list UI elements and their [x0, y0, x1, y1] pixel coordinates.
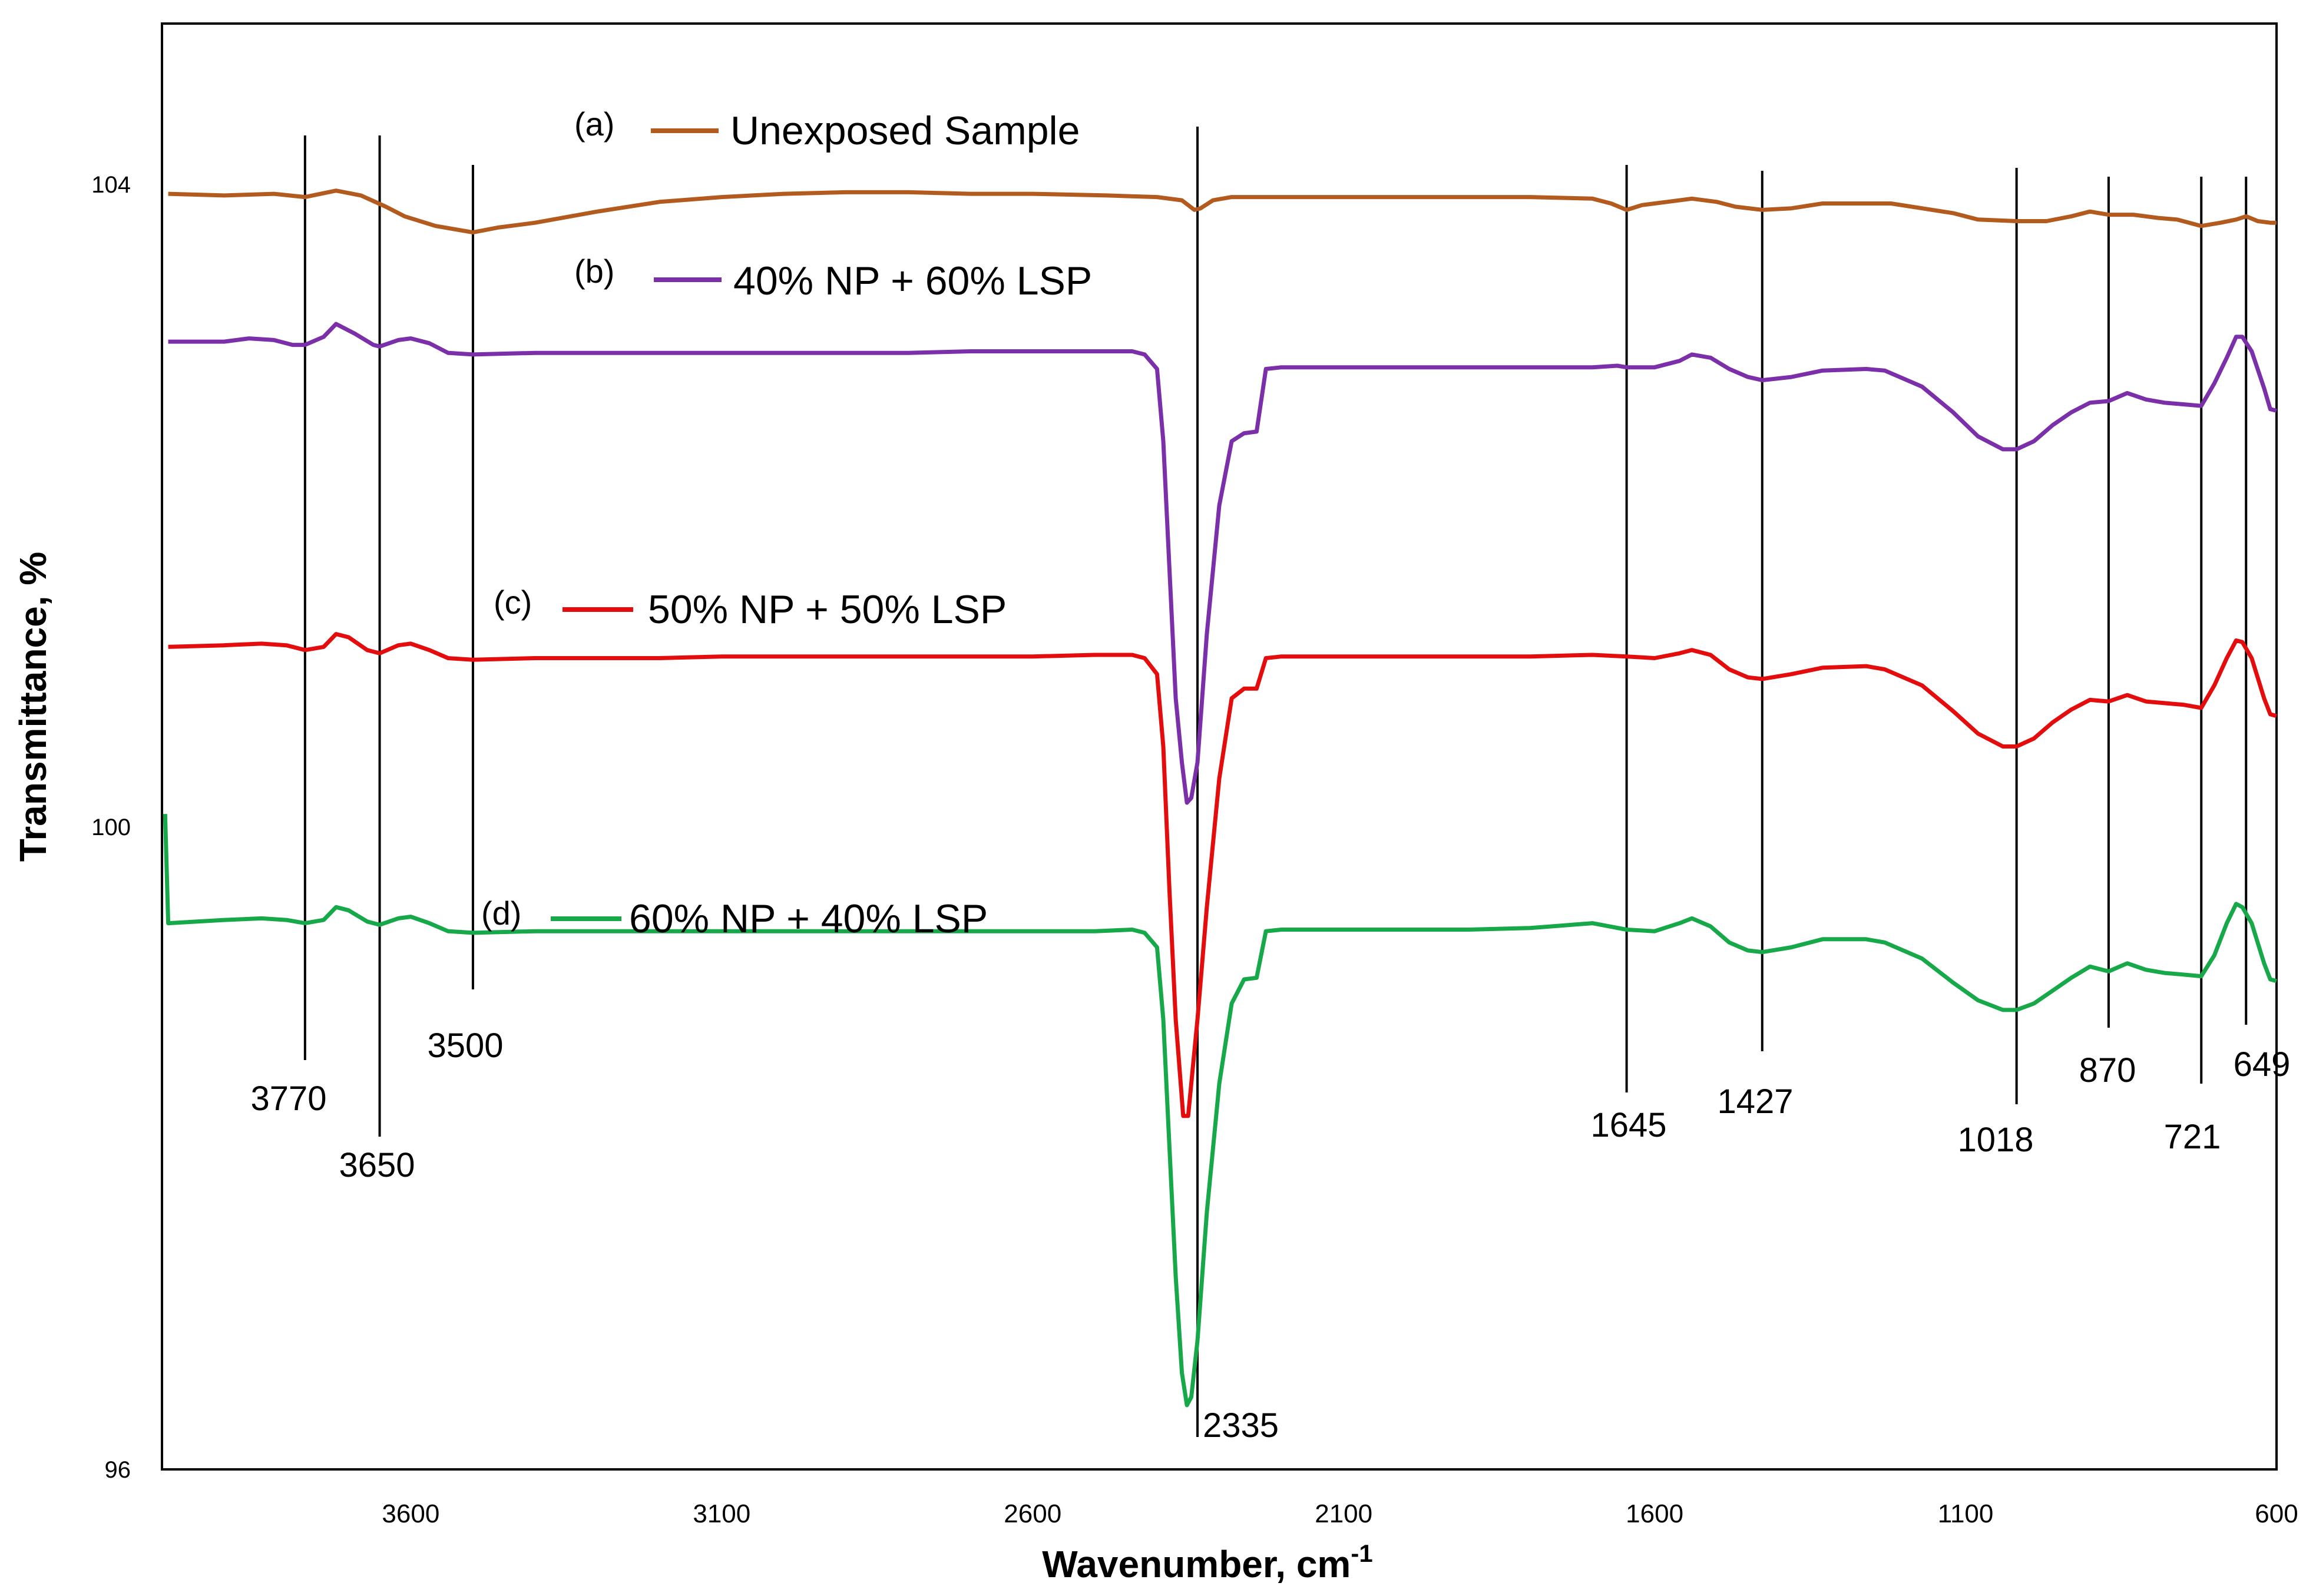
series-line	[168, 322, 2277, 805]
legend-label: 60% NP + 40% LSP	[629, 896, 988, 941]
x-tick-label: 2100	[1315, 1499, 1372, 1528]
peak-label: 870	[2079, 1051, 2136, 1090]
peak-labels: 3770 3650 3500 2335 1645 1427 1018 870 721 649	[250, 1027, 2290, 1445]
x-tick-label: 1100	[1938, 1499, 1994, 1528]
series-line	[168, 632, 2277, 1118]
legend-series-id: (a)	[574, 105, 614, 143]
y-tick-label: 96	[105, 1457, 131, 1483]
y-axis-title: Transmittance, %	[12, 552, 54, 862]
peak-lines	[303, 127, 2248, 1437]
legend-label: 40% NP + 60% LSP	[733, 259, 1092, 303]
y-tick-label: 100	[91, 814, 131, 840]
peak-label: 649	[2234, 1045, 2291, 1084]
peak-label: 3500	[427, 1027, 503, 1065]
peak-label: 3770	[250, 1080, 326, 1118]
peak-label: 3650	[339, 1146, 415, 1184]
series-line	[168, 188, 2277, 235]
peak-label: 1427	[1717, 1082, 1793, 1121]
x-axis-title: Wavenumber, cm-1	[1042, 1539, 1372, 1585]
x-tick-label: 2600	[1004, 1499, 1061, 1528]
series-layer	[163, 188, 2277, 1408]
x-axis-title-superscript: -1	[1351, 1539, 1372, 1567]
peak-label: 1645	[1590, 1106, 1666, 1144]
peak-label: 1018	[1957, 1121, 2033, 1159]
x-tick-label: 3600	[382, 1499, 439, 1528]
legend-series-id: (c)	[494, 584, 532, 621]
x-axis-title-text: Wavenumber, cm	[1042, 1543, 1351, 1585]
y-tick-label: 104	[91, 172, 131, 198]
legend-label: 50% NP + 50% LSP	[648, 587, 1007, 632]
series-line	[163, 814, 2277, 1408]
x-tick-label: 600	[2255, 1499, 2298, 1528]
legend-series-id: (d)	[481, 895, 521, 932]
x-tick-label: 1600	[1626, 1499, 1683, 1528]
legend-series-id: (b)	[574, 253, 614, 290]
legend-label: Unexposed Sample	[730, 108, 1080, 153]
y-axis-ticks: 104 100 96	[91, 172, 131, 1483]
x-tick-label: 3100	[693, 1499, 750, 1528]
legend: (a) Unexposed Sample (b) 40% NP + 60% LSP (c…	[481, 105, 1092, 941]
peak-label: 721	[2164, 1118, 2221, 1156]
plot-frame	[161, 22, 2278, 1471]
peak-label: 2335	[1203, 1406, 1279, 1445]
x-axis-ticks: 3600 3100 2600 2100 1600 1100 600	[382, 1499, 2298, 1528]
